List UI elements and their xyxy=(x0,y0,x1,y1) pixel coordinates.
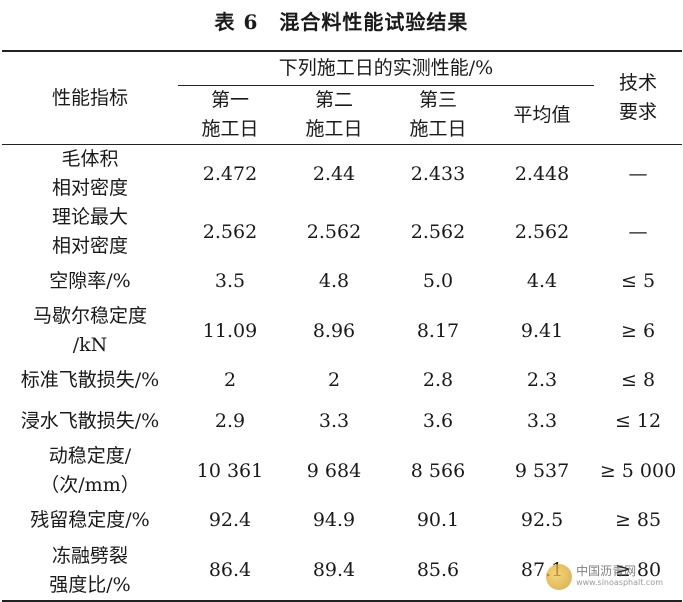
row-day1: 2 xyxy=(223,369,237,391)
table-row: 理论最大 相对密度 2.562 2.562 2.562 2.562 — xyxy=(2,203,682,261)
row-day1: 2.9 xyxy=(214,410,246,432)
row-average: 92.5 xyxy=(520,509,564,531)
row-day3: 8 566 xyxy=(410,459,466,482)
table-row: 残留稳定度/% 92.4 94.9 90.1 92.5 ≥ 85 xyxy=(2,500,682,541)
row-day3: 8.17 xyxy=(416,319,460,342)
row-day2: 94.9 xyxy=(312,509,356,531)
row-indicator: 冻融劈裂 强度比/% xyxy=(2,541,178,602)
row-day2: 9 684 xyxy=(306,459,362,482)
row-day2: 3.3 xyxy=(318,410,350,432)
table-row: 动稳定度/ （次/mm） 10 361 9 684 8 566 9 537 ≥ 5 000 xyxy=(2,442,682,500)
row-requirement: ≥ 85 xyxy=(614,509,662,531)
row-day3: 2.433 xyxy=(410,162,466,185)
results-table: 性能指标 下列施工日的实测性能/% 技术 要求 第一 施工日 第二 施工日 第三… xyxy=(2,50,683,602)
row-average: 9 537 xyxy=(514,459,570,482)
row-day2: 8.96 xyxy=(312,319,356,342)
header-day1: 第一 施工日 xyxy=(178,85,282,145)
table-row: 空隙率/% 3.5 4.8 5.0 4.4 ≤ 5 xyxy=(2,261,682,302)
row-requirement: ≤ 8 xyxy=(621,369,656,391)
row-requirement: ≤ 5 xyxy=(621,270,656,292)
header-day3: 第三 施工日 xyxy=(386,85,490,145)
row-day2: 2.562 xyxy=(306,220,362,243)
row-indicator: 空隙率/% xyxy=(49,270,131,292)
row-day3: 5.0 xyxy=(422,270,454,292)
header-group: 下列施工日的实测性能/% xyxy=(178,50,595,86)
row-indicator: 残留稳定度/% xyxy=(30,509,150,531)
row-requirement: — xyxy=(628,162,648,185)
sinoasphalt-logo-icon xyxy=(546,564,573,590)
row-day1: 2.562 xyxy=(202,220,258,243)
row-day1: 2.472 xyxy=(202,162,258,185)
row-average: 4.4 xyxy=(526,270,558,292)
header-requirement: 技术 要求 xyxy=(594,50,683,145)
row-day3: 3.6 xyxy=(422,410,454,432)
row-average: 3.3 xyxy=(526,410,558,432)
row-indicator: 标准飞散损失/% xyxy=(20,369,160,391)
table-title: 表 6 混合料性能试验结果 xyxy=(214,10,469,34)
row-indicator: 浸水飞散损失/% xyxy=(20,410,160,432)
watermark-en: www.sinoasphalt.com xyxy=(576,578,663,587)
header-average: 平均值 xyxy=(490,85,595,145)
row-average: 2.448 xyxy=(514,162,570,185)
table-row: 马歇尔稳定度 /kN 11.09 8.96 8.17 9.41 ≥ 6 xyxy=(2,302,682,360)
watermark: 中国沥青网 www.sinoasphalt.com xyxy=(546,564,663,590)
row-indicator: 毛体积 相对密度 xyxy=(51,148,128,199)
row-day3: 2.8 xyxy=(422,369,454,391)
row-requirement: — xyxy=(628,220,648,243)
row-average: 2.3 xyxy=(526,369,558,391)
row-day2: 4.8 xyxy=(318,270,350,292)
row-day1: 3.5 xyxy=(214,270,246,292)
row-day2: 2 xyxy=(327,369,341,391)
header-indicator: 性能指标 xyxy=(2,50,178,145)
row-day2: 2.44 xyxy=(312,162,356,185)
row-requirement: ≥ 6 xyxy=(621,319,656,342)
row-day2: 89.4 xyxy=(282,541,386,602)
row-day3: 85.6 xyxy=(386,541,490,602)
row-day1: 11.09 xyxy=(202,319,258,342)
row-indicator: 理论最大 相对密度 xyxy=(51,206,128,257)
row-day3: 2.562 xyxy=(410,220,466,243)
row-day1: 86.4 xyxy=(178,541,282,602)
row-day1: 10 361 xyxy=(196,459,264,482)
row-day3: 90.1 xyxy=(416,509,460,531)
row-requirement: ≥ 5 000 xyxy=(599,459,677,482)
table-row: 冻融劈裂 强度比/% 86.4 89.4 85.6 87.1 ≥ 80 xyxy=(2,541,683,602)
table-row: 浸水飞散损失/% 2.9 3.3 3.6 3.3 ≤ 12 xyxy=(2,401,682,442)
table-row: 标准飞散损失/% 2 2 2.8 2.3 ≤ 8 xyxy=(2,360,682,401)
table-row: 毛体积 相对密度 2.472 2.44 2.433 2.448 — xyxy=(2,145,682,204)
row-requirement: ≤ 12 xyxy=(614,410,662,432)
header-day2: 第二 施工日 xyxy=(282,85,386,145)
watermark-cn: 中国沥青网 xyxy=(576,564,637,578)
row-requirement: ≥ 80 xyxy=(594,541,683,602)
row-average: 9.41 xyxy=(520,319,564,342)
row-indicator: 马歇尔稳定度 /kN xyxy=(32,305,147,356)
row-day1: 92.4 xyxy=(208,509,252,531)
row-indicator: 动稳定度/ （次/mm） xyxy=(40,445,140,496)
row-average: 2.562 xyxy=(514,220,570,243)
